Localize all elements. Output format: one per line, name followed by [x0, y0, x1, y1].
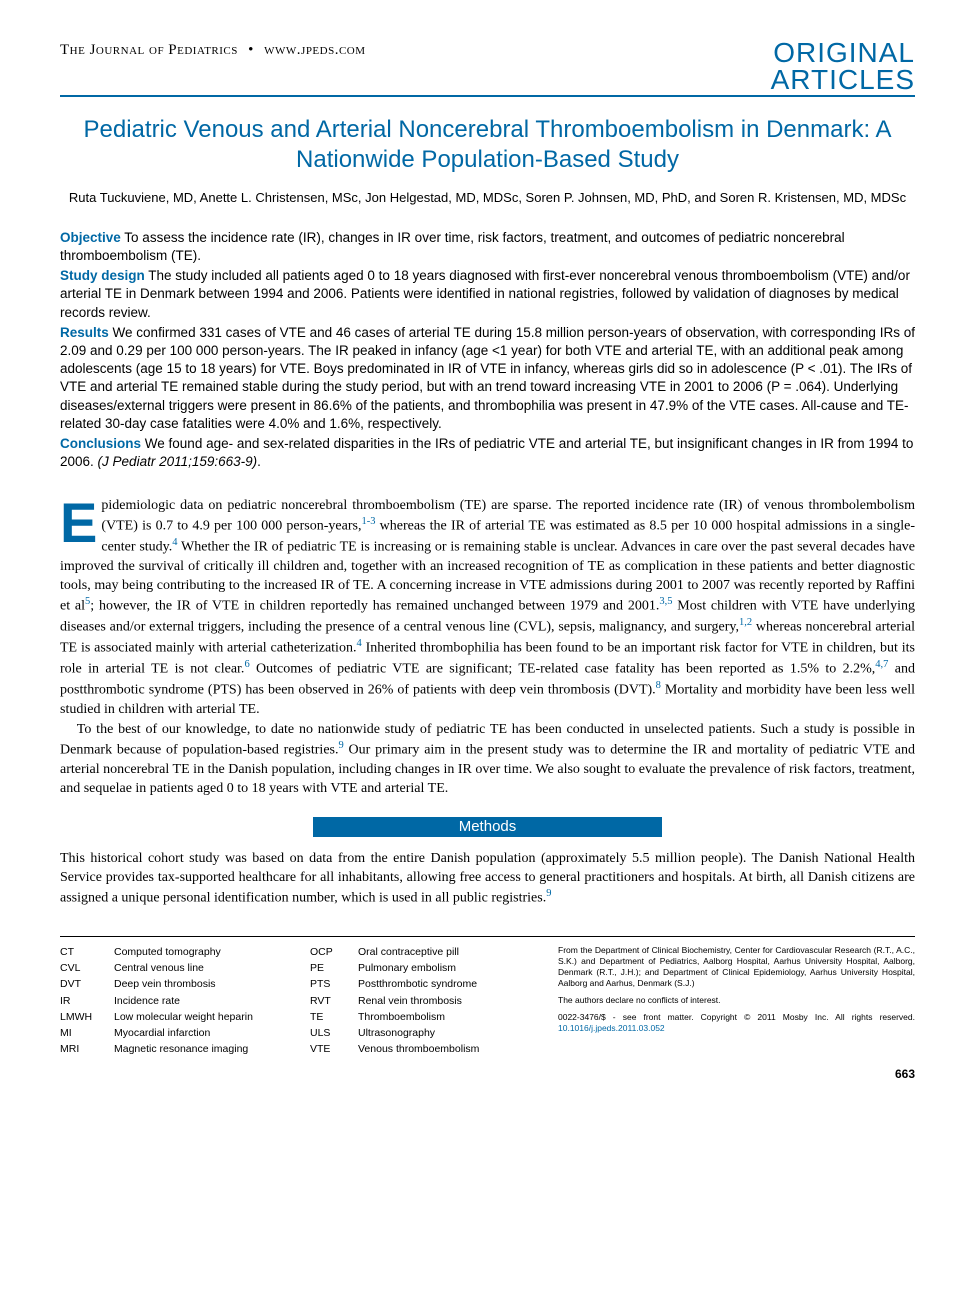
- bar-decoration-right: [542, 817, 662, 837]
- ref-link[interactable]: 4: [172, 537, 177, 548]
- journal-site: www.jpeds.com: [264, 42, 365, 58]
- abbr-key: PE: [310, 961, 352, 975]
- ref-link[interactable]: 4,7: [875, 659, 888, 670]
- abs-conclusions: Conclusions We found age- and sex-relate…: [60, 435, 915, 471]
- abbr-value: Ultrasonography: [358, 1026, 528, 1040]
- abbr-value: Pulmonary embolism: [358, 961, 528, 975]
- abbr-key: CT: [60, 945, 108, 959]
- abbr-value: Low molecular weight heparin: [114, 1010, 304, 1024]
- abstract: Objective To assess the incidence rate (…: [60, 229, 915, 472]
- abbr-value: Magnetic resonance imaging: [114, 1042, 304, 1056]
- body-paragraph-2: To the best of our knowledge, to date no…: [60, 720, 915, 799]
- abbr-value: Computed tomography: [114, 945, 304, 959]
- copyright-text: 0022-3476/$ - see front matter. Copyrigh…: [558, 1012, 915, 1034]
- abs-objective-text: To assess the incidence rate (IR), chang…: [60, 230, 845, 263]
- abbr-value: Myocardial infarction: [114, 1026, 304, 1040]
- methods-heading: Methods: [433, 817, 543, 837]
- abbr-value: Renal vein thrombosis: [358, 994, 528, 1008]
- section-line-1: ORIGINAL: [771, 40, 915, 67]
- abbr-key: MRI: [60, 1042, 108, 1056]
- abs-results: Results We confirmed 331 cases of VTE an…: [60, 324, 915, 433]
- abbr-key: PTS: [310, 977, 352, 991]
- abs-results-text: We confirmed 331 cases of VTE and 46 cas…: [60, 325, 915, 431]
- page-header: The Journal of Pediatrics • www.jpeds.co…: [60, 40, 915, 97]
- abbr-key: ULS: [310, 1026, 352, 1040]
- section-line-2: ARTICLES: [771, 67, 915, 94]
- abbreviations-table: CT Computed tomography OCP Oral contracepti…: [60, 945, 528, 1056]
- ref-link[interactable]: 1,2: [739, 617, 752, 628]
- abbr-key: VTE: [310, 1042, 352, 1056]
- doi-link[interactable]: 10.1016/j.jpeds.2011.03.052: [558, 1023, 665, 1033]
- page-number: 663: [60, 1066, 915, 1082]
- footer: CT Computed tomography OCP Oral contracepti…: [60, 936, 915, 1056]
- methods-body: This historical cohort study was based o…: [60, 849, 915, 909]
- abs-design-label: Study design: [60, 268, 145, 283]
- separator-bullet: •: [248, 42, 254, 58]
- ref-link[interactable]: 3,5: [659, 596, 672, 607]
- abbr-value: Incidence rate: [114, 994, 304, 1008]
- abbr-value: Deep vein thrombosis: [114, 977, 304, 991]
- abs-conclusions-text: We found age- and sex-related disparitie…: [60, 436, 913, 469]
- affiliations: From the Department of Clinical Biochemi…: [558, 945, 915, 1056]
- abs-objective: Objective To assess the incidence rate (…: [60, 229, 915, 265]
- abs-objective-label: Objective: [60, 230, 121, 245]
- article-title: Pediatric Venous and Arterial Noncerebra…: [60, 115, 915, 175]
- journal-identity: The Journal of Pediatrics • www.jpeds.co…: [60, 40, 366, 60]
- abs-results-label: Results: [60, 325, 109, 340]
- journal-name: The Journal of Pediatrics: [60, 42, 238, 58]
- abbr-key: IR: [60, 994, 108, 1008]
- abbr-key: OCP: [310, 945, 352, 959]
- bar-decoration-left: [313, 817, 433, 837]
- ref-link[interactable]: 9: [546, 888, 551, 899]
- abbr-key: RVT: [310, 994, 352, 1008]
- dropcap-letter: E: [60, 496, 101, 546]
- abbr-key: TE: [310, 1010, 352, 1024]
- abbr-value: Thromboembolism: [358, 1010, 528, 1024]
- abbr-value: Central venous line: [114, 961, 304, 975]
- abbr-value: Oral contraceptive pill: [358, 945, 528, 959]
- abbr-value: Venous thromboembolism: [358, 1042, 528, 1056]
- abbr-key: MI: [60, 1026, 108, 1040]
- section-heading-bar: Methods: [60, 817, 915, 837]
- ref-link[interactable]: 9: [338, 740, 343, 751]
- body-paragraph-1: Epidemiologic data on pediatric noncereb…: [60, 496, 915, 720]
- ref-link[interactable]: 4: [356, 638, 361, 649]
- abbr-key: DVT: [60, 977, 108, 991]
- ref-link[interactable]: 6: [244, 659, 249, 670]
- section-badge: ORIGINAL ARTICLES: [771, 40, 915, 93]
- ref-link[interactable]: 5: [85, 596, 90, 607]
- affiliation-text: From the Department of Clinical Biochemi…: [558, 945, 915, 989]
- article-body: Epidemiologic data on pediatric noncereb…: [60, 496, 915, 799]
- abbr-key: CVL: [60, 961, 108, 975]
- abbr-value: Postthrombotic syndrome: [358, 977, 528, 991]
- abs-design-text: The study included all patients aged 0 t…: [60, 268, 910, 319]
- ref-link[interactable]: 8: [656, 680, 661, 691]
- abs-conclusions-label: Conclusions: [60, 436, 141, 451]
- ref-link[interactable]: 1-3: [361, 516, 375, 527]
- abbr-key: LMWH: [60, 1010, 108, 1024]
- author-list: Ruta Tuckuviene, MD, Anette L. Christens…: [60, 189, 915, 207]
- methods-paragraph-1: This historical cohort study was based o…: [60, 849, 915, 909]
- abs-design: Study design The study included all pati…: [60, 267, 915, 322]
- conflict-text: The authors declare no conflicts of inte…: [558, 995, 915, 1006]
